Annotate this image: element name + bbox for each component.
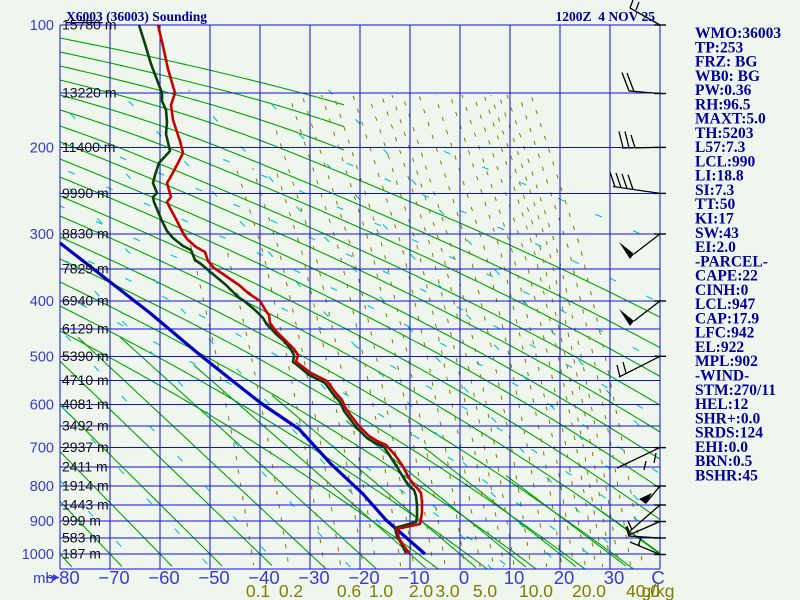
svg-text:mb: mb: [33, 570, 54, 587]
svg-text:400: 400: [30, 294, 54, 310]
svg-text:LCL:947: LCL:947: [695, 296, 756, 313]
svg-text:SRDS:124: SRDS:124: [695, 425, 763, 442]
svg-text:900: 900: [30, 514, 54, 530]
svg-text:6940 m: 6940 m: [62, 293, 109, 309]
svg-text:−40: −40: [248, 567, 279, 588]
svg-text:40.0: 40.0: [626, 581, 660, 600]
svg-text:−80: −80: [48, 567, 79, 588]
svg-text:−50: −50: [198, 567, 229, 588]
svg-text:4081 m: 4081 m: [62, 396, 109, 412]
svg-text:CINH:0: CINH:0: [695, 282, 749, 299]
svg-text:800: 800: [30, 479, 54, 495]
svg-text:20: 20: [554, 567, 575, 588]
svg-text:3.0: 3.0: [435, 581, 460, 600]
svg-text:PW:0.36: PW:0.36: [695, 82, 752, 99]
svg-text:30: 30: [604, 567, 625, 588]
svg-text:7829 m: 7829 m: [62, 261, 109, 277]
svg-text:SHR+:0.0: SHR+:0.0: [695, 410, 760, 427]
svg-text:10: 10: [504, 567, 525, 588]
svg-text:C: C: [651, 567, 664, 588]
svg-text:700: 700: [30, 441, 54, 457]
svg-text:300: 300: [30, 227, 54, 243]
svg-text:0.1: 0.1: [246, 581, 270, 600]
svg-text:500: 500: [30, 349, 54, 365]
svg-text:4710 m: 4710 m: [62, 372, 109, 388]
svg-text:−70: −70: [98, 567, 129, 588]
svg-text:11400 m: 11400 m: [62, 139, 115, 155]
svg-text:CAP:17.9: CAP:17.9: [695, 310, 759, 327]
svg-text:600: 600: [30, 398, 54, 414]
svg-text:8830 m: 8830 m: [62, 226, 109, 242]
svg-text:X6003 (36003) Sounding: X6003 (36003) Sounding: [66, 9, 207, 24]
svg-text:LI:18.8: LI:18.8: [695, 168, 744, 185]
svg-text:20.0: 20.0: [572, 581, 606, 600]
svg-text:g/kg: g/kg: [641, 581, 674, 600]
svg-text:−10: −10: [398, 567, 429, 588]
svg-text:6129 m: 6129 m: [62, 321, 109, 337]
svg-text:-WIND-: -WIND-: [695, 368, 749, 385]
svg-text:0.6: 0.6: [337, 581, 361, 600]
svg-text:5390 m: 5390 m: [62, 348, 109, 364]
svg-text:1443 m: 1443 m: [62, 497, 109, 513]
svg-text:LCL:990: LCL:990: [695, 153, 756, 170]
svg-text:13220 m: 13220 m: [62, 85, 116, 101]
svg-text:WB0: BG: WB0: BG: [695, 68, 760, 85]
svg-text:EI:2.0: EI:2.0: [695, 239, 736, 256]
svg-text:1000: 1000: [22, 547, 54, 563]
svg-text:−30: −30: [298, 567, 329, 588]
svg-text:9990 m: 9990 m: [62, 185, 109, 201]
svg-text:L57:7.3: L57:7.3: [695, 139, 746, 156]
svg-text:TP:253: TP:253: [695, 39, 743, 56]
svg-text:STM:270/11: STM:270/11: [695, 382, 776, 399]
svg-text:FRZ: BG: FRZ: BG: [695, 54, 757, 71]
svg-text:10.0: 10.0: [519, 581, 553, 600]
svg-text:0: 0: [459, 567, 469, 588]
svg-text:187 m: 187 m: [62, 546, 101, 562]
svg-text:0.2: 0.2: [279, 581, 303, 600]
svg-text:200: 200: [30, 141, 54, 157]
svg-text:SW:43: SW:43: [695, 225, 739, 242]
svg-text:3492 m: 3492 m: [62, 418, 109, 434]
svg-text:SI:7.3: SI:7.3: [695, 182, 734, 199]
svg-text:KI:17: KI:17: [695, 211, 734, 228]
svg-text:583 m: 583 m: [62, 530, 101, 546]
svg-text:MPL:902: MPL:902: [695, 353, 758, 370]
svg-text:999 m: 999 m: [62, 513, 101, 529]
svg-text:CAPE:22: CAPE:22: [695, 268, 758, 285]
svg-text:1200Z 4 NOV 25: 1200Z 4 NOV 25: [555, 9, 655, 24]
svg-text:5.0: 5.0: [473, 581, 498, 600]
svg-text:HEL:12: HEL:12: [695, 396, 749, 413]
svg-text:RH:96.5: RH:96.5: [695, 96, 751, 113]
svg-text:EL:922: EL:922: [695, 339, 744, 356]
svg-text:2.0: 2.0: [409, 581, 434, 600]
svg-text:TT:50: TT:50: [695, 196, 735, 213]
svg-text:WMO:36003: WMO:36003: [695, 25, 781, 42]
svg-text:1.0: 1.0: [369, 581, 394, 600]
svg-text:−60: −60: [148, 567, 179, 588]
svg-text:LFC:942: LFC:942: [695, 325, 755, 342]
svg-text:BRN:0.5: BRN:0.5: [695, 453, 753, 470]
svg-text:EHI:0.0: EHI:0.0: [695, 439, 748, 456]
svg-text:BSHR:45: BSHR:45: [695, 467, 758, 484]
svg-text:2937 m: 2937 m: [62, 439, 109, 455]
svg-text:2411 m: 2411 m: [62, 459, 108, 475]
svg-text:1914 m: 1914 m: [62, 478, 109, 494]
svg-text:MAXT:5.0: MAXT:5.0: [695, 111, 766, 128]
svg-text:−20: −20: [348, 567, 379, 588]
svg-text:15780 m: 15780 m: [62, 17, 116, 33]
svg-text:TH:5203: TH:5203: [695, 125, 754, 142]
svg-text:100: 100: [30, 18, 54, 34]
svg-text:-PARCEL-: -PARCEL-: [695, 253, 768, 270]
